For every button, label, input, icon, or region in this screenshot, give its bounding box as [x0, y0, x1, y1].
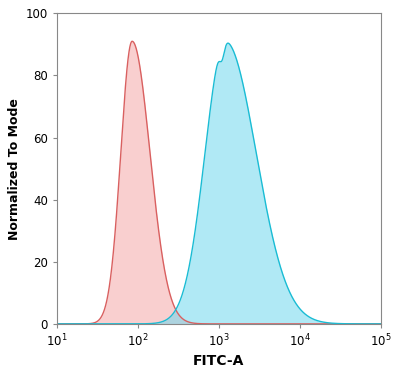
X-axis label: FITC-A: FITC-A: [193, 354, 244, 368]
Y-axis label: Normalized To Mode: Normalized To Mode: [8, 98, 21, 240]
